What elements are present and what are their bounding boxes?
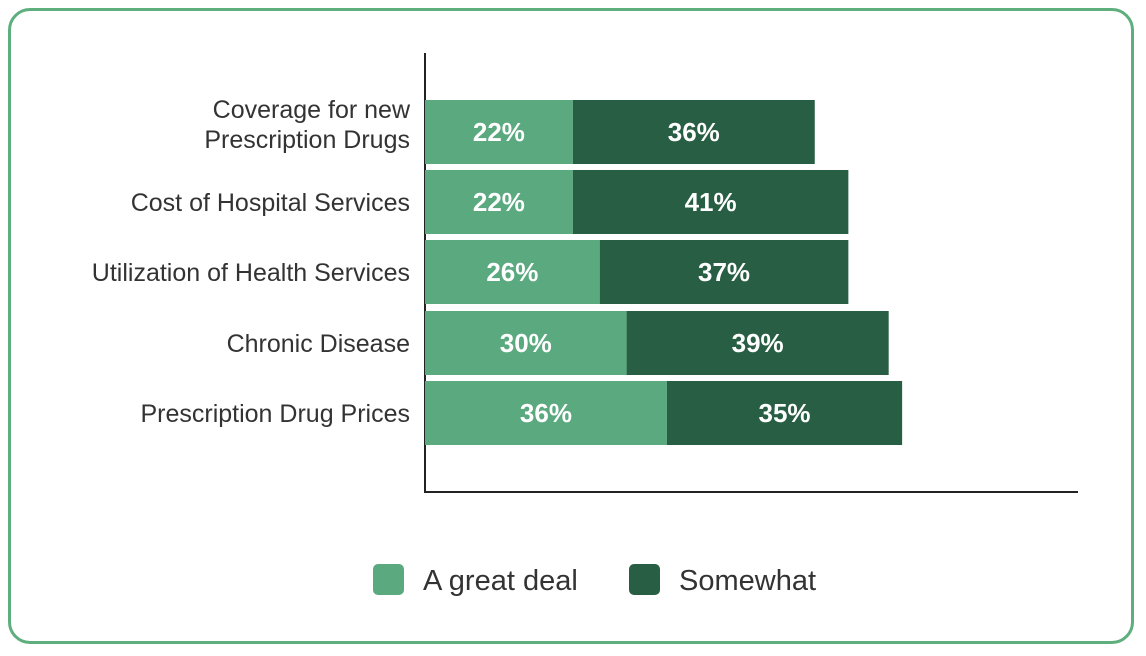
bar-great-deal — [425, 311, 627, 375]
bar-somewhat — [666, 381, 903, 445]
legend-label: Somewhat — [679, 565, 816, 597]
data-label: 26% — [486, 257, 538, 287]
bar-great-deal — [425, 240, 600, 304]
category-label: Prescription Drugs — [204, 126, 410, 154]
bar-somewhat — [572, 170, 849, 234]
chart-frame — [8, 8, 1134, 644]
legend-label: A great deal — [423, 565, 578, 597]
bar-great-deal — [425, 100, 573, 164]
category-label: Cost of Hospital Services — [131, 189, 410, 217]
data-label: 36% — [520, 398, 572, 428]
legend-swatch — [629, 564, 660, 595]
data-label: 30% — [500, 328, 552, 358]
bar-somewhat — [572, 100, 815, 164]
bar-great-deal — [425, 170, 573, 234]
data-label: 22% — [473, 117, 525, 147]
data-label: 35% — [758, 398, 810, 428]
category-label: Utilization of Health Services — [92, 259, 410, 287]
data-label: 37% — [698, 257, 750, 287]
bar-great-deal — [425, 381, 667, 445]
data-label: 22% — [473, 187, 525, 217]
category-label: Chronic Disease — [227, 330, 410, 358]
category-label: Prescription Drug Prices — [140, 400, 410, 428]
legend-swatch — [373, 564, 404, 595]
data-label: 36% — [668, 117, 720, 147]
data-label: 39% — [732, 328, 784, 358]
data-label: 41% — [685, 187, 737, 217]
bar-somewhat — [599, 240, 849, 304]
category-label: Coverage for new — [213, 96, 411, 124]
bar-somewhat — [626, 311, 889, 375]
